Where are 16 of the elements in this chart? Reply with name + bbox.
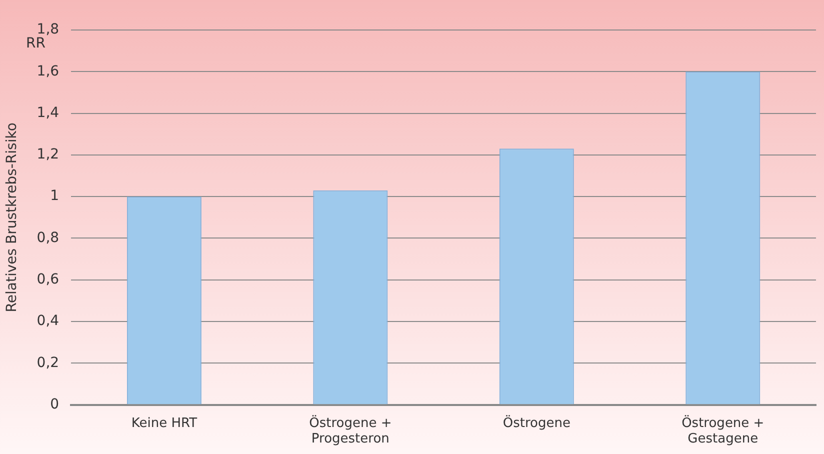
y-tick-label: 1,6 <box>36 63 60 80</box>
y-tick-label: 1,8 <box>36 22 60 38</box>
x-tick-label: Östrogene + Gestagene <box>682 414 764 447</box>
x-tick-label: Keine HRT <box>131 416 198 431</box>
y-tick-label: 1 <box>50 188 60 204</box>
y-tick-label: 0,6 <box>36 272 60 288</box>
text: RR <box>26 36 46 52</box>
y-axis-title: Relatives Brustkrebs-Risiko <box>4 122 20 312</box>
y-tick-label: 0,8 <box>36 230 60 246</box>
y-tick-label: 0 <box>50 396 60 412</box>
y-tick-label: 1,4 <box>36 104 60 121</box>
x-tick-label: Östrogene <box>502 414 570 431</box>
y-tick-label: 0,4 <box>36 313 60 330</box>
x-tick-label: Östrogene + Progesteron <box>309 414 392 447</box>
y-tick-label: 1,2 <box>36 146 60 163</box>
y-tick-label: 0,2 <box>36 354 60 371</box>
